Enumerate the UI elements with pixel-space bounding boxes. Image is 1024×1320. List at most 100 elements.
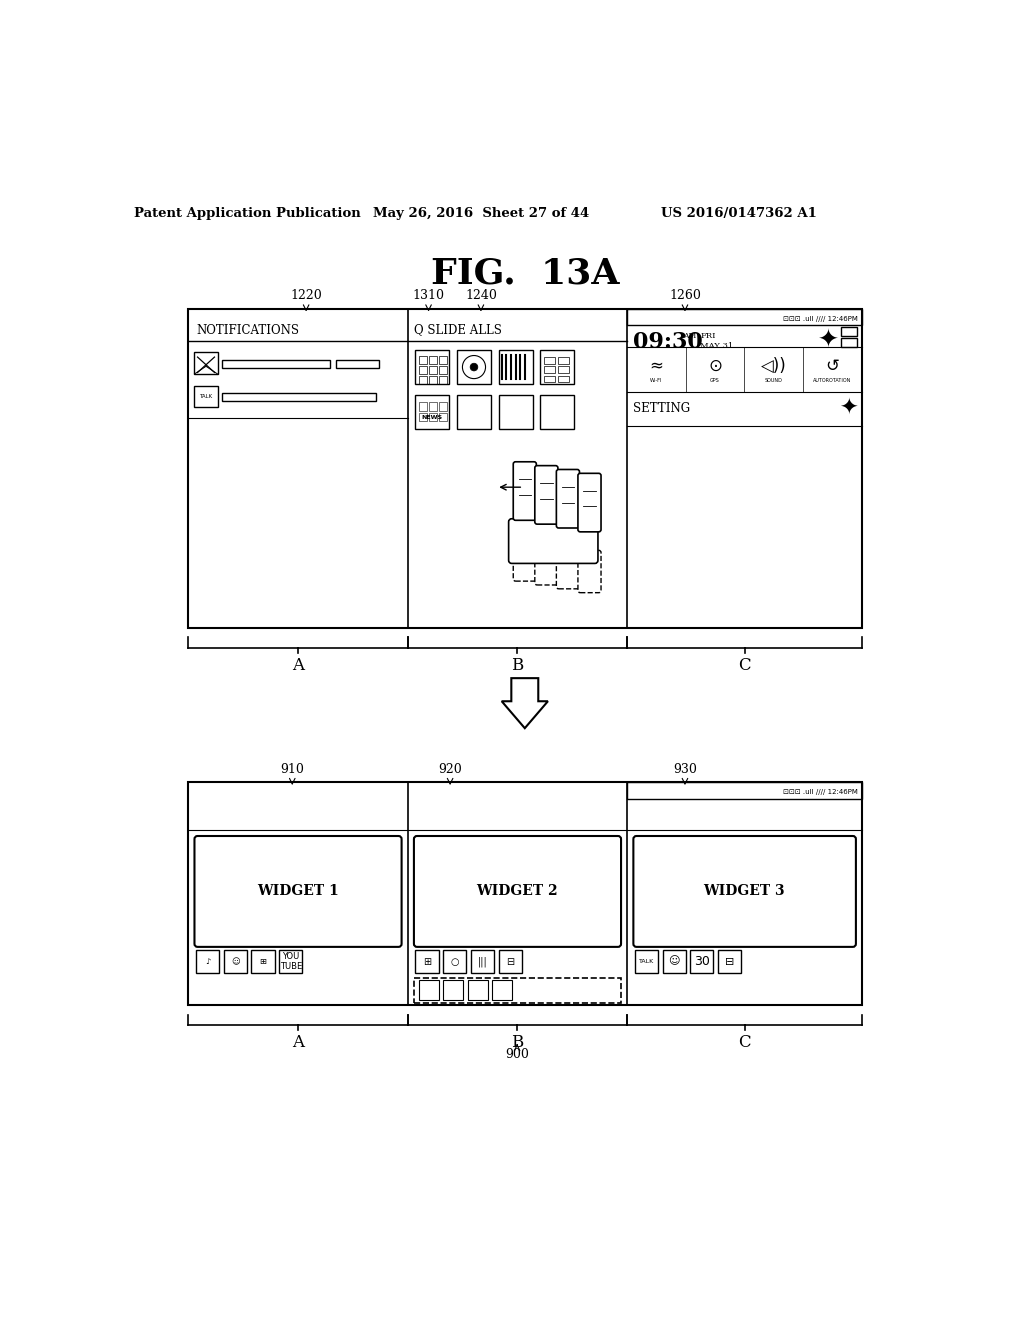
FancyBboxPatch shape bbox=[556, 470, 580, 528]
Bar bbox=[499, 350, 532, 384]
Text: AM: AM bbox=[683, 333, 696, 341]
FancyBboxPatch shape bbox=[513, 462, 537, 520]
Bar bbox=[419, 366, 427, 374]
Bar bbox=[499, 950, 521, 973]
Text: ⊟: ⊟ bbox=[506, 957, 514, 966]
FancyBboxPatch shape bbox=[509, 519, 598, 564]
Bar bbox=[457, 395, 490, 429]
Text: ⊞: ⊞ bbox=[259, 957, 266, 966]
Text: |||: ||| bbox=[477, 956, 487, 966]
FancyBboxPatch shape bbox=[535, 543, 558, 585]
Bar bbox=[336, 360, 379, 368]
Text: SETTING: SETTING bbox=[634, 403, 690, 416]
Text: ○: ○ bbox=[451, 957, 459, 966]
Text: ♪: ♪ bbox=[205, 957, 210, 966]
Bar bbox=[438, 376, 447, 384]
Bar bbox=[635, 950, 658, 973]
Text: TALK: TALK bbox=[200, 393, 213, 399]
Bar bbox=[429, 366, 437, 374]
Text: 1260: 1260 bbox=[669, 289, 700, 302]
Bar bbox=[416, 350, 450, 384]
Bar bbox=[429, 412, 437, 421]
Bar bbox=[471, 950, 494, 973]
Bar bbox=[438, 412, 447, 421]
Bar bbox=[195, 385, 217, 407]
Bar bbox=[416, 950, 438, 973]
Text: WI-FI: WI-FI bbox=[650, 379, 663, 383]
Bar bbox=[438, 366, 447, 374]
Bar bbox=[468, 979, 487, 1001]
Bar bbox=[443, 950, 466, 973]
FancyBboxPatch shape bbox=[556, 546, 580, 589]
Text: 1220: 1220 bbox=[290, 289, 322, 302]
Bar bbox=[252, 950, 274, 973]
Text: 1240: 1240 bbox=[465, 289, 497, 302]
Bar bbox=[628, 309, 862, 326]
Bar bbox=[628, 781, 862, 799]
Text: 930: 930 bbox=[673, 763, 697, 776]
Text: ☺: ☺ bbox=[669, 957, 680, 966]
Bar bbox=[541, 395, 574, 429]
Text: US 2016/0147362 A1: US 2016/0147362 A1 bbox=[660, 207, 817, 220]
Text: ✦: ✦ bbox=[818, 329, 839, 352]
Text: WIDGET 2: WIDGET 2 bbox=[476, 884, 558, 899]
Bar bbox=[438, 355, 447, 364]
FancyBboxPatch shape bbox=[634, 836, 856, 946]
Bar bbox=[416, 395, 450, 429]
Text: ⊙: ⊙ bbox=[708, 356, 722, 375]
Text: WIDGET 1: WIDGET 1 bbox=[257, 884, 339, 899]
Bar bbox=[196, 950, 219, 973]
Text: GPS: GPS bbox=[710, 379, 720, 383]
Bar bbox=[544, 358, 555, 364]
Text: ↺: ↺ bbox=[825, 356, 839, 375]
Bar bbox=[419, 376, 427, 384]
Text: ⊞: ⊞ bbox=[423, 957, 431, 966]
Bar bbox=[544, 367, 555, 374]
Bar bbox=[558, 376, 568, 383]
Text: Q SLIDE ALLS: Q SLIDE ALLS bbox=[414, 323, 502, 337]
Bar bbox=[188, 309, 862, 628]
Text: 1310: 1310 bbox=[413, 289, 444, 302]
Text: ☺: ☺ bbox=[230, 957, 240, 966]
Bar bbox=[558, 358, 568, 364]
Circle shape bbox=[470, 363, 478, 371]
Bar bbox=[429, 376, 437, 384]
Text: NOTIFICATIONS: NOTIFICATIONS bbox=[196, 323, 299, 337]
FancyBboxPatch shape bbox=[535, 466, 558, 524]
Text: A: A bbox=[292, 1034, 304, 1051]
Text: TALK: TALK bbox=[639, 960, 654, 964]
Polygon shape bbox=[502, 678, 548, 729]
Text: 09:30: 09:30 bbox=[634, 331, 703, 354]
FancyBboxPatch shape bbox=[195, 836, 401, 946]
Text: ✦: ✦ bbox=[839, 399, 857, 418]
Bar bbox=[188, 781, 862, 1006]
Bar bbox=[841, 338, 857, 347]
Text: 30: 30 bbox=[694, 954, 710, 968]
Text: AUTOROTATION: AUTOROTATION bbox=[813, 379, 851, 383]
Text: Patent Application Publication: Patent Application Publication bbox=[134, 207, 361, 220]
Bar bbox=[223, 950, 247, 973]
Bar bbox=[438, 403, 447, 411]
FancyBboxPatch shape bbox=[578, 550, 601, 593]
FancyBboxPatch shape bbox=[578, 474, 601, 532]
Bar bbox=[718, 950, 741, 973]
Text: FIG.  13A: FIG. 13A bbox=[430, 257, 620, 290]
Bar bbox=[841, 327, 857, 337]
Text: ≈: ≈ bbox=[649, 356, 664, 375]
Text: May 26, 2016  Sheet 27 of 44: May 26, 2016 Sheet 27 of 44 bbox=[373, 207, 589, 220]
Text: C: C bbox=[738, 656, 751, 673]
Text: YOU
TUBE: YOU TUBE bbox=[280, 952, 302, 972]
Text: ◁)): ◁)) bbox=[761, 356, 786, 375]
Bar bbox=[690, 950, 714, 973]
Bar bbox=[429, 403, 437, 411]
Text: NEWS: NEWS bbox=[422, 416, 443, 420]
Bar bbox=[499, 395, 532, 429]
Text: ⊟: ⊟ bbox=[725, 957, 734, 966]
Text: MAY 31: MAY 31 bbox=[700, 342, 733, 350]
Text: SOUND: SOUND bbox=[765, 379, 782, 383]
Text: WIDGET 3: WIDGET 3 bbox=[703, 884, 785, 899]
Bar bbox=[541, 350, 574, 384]
Bar bbox=[493, 979, 512, 1001]
Bar bbox=[429, 355, 437, 364]
Text: C: C bbox=[738, 1034, 751, 1051]
